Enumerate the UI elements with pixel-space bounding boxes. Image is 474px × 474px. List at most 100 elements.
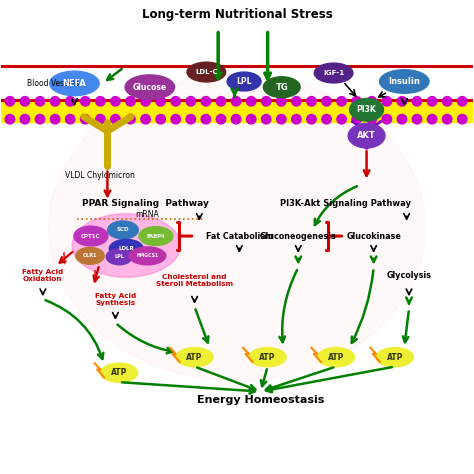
Ellipse shape [156,97,165,106]
Ellipse shape [307,97,316,106]
Text: Blood Vessels: Blood Vessels [27,79,79,88]
Text: ATP: ATP [111,368,128,377]
Ellipse shape [457,115,467,124]
Ellipse shape [246,97,256,106]
Text: OLR1: OLR1 [83,253,97,258]
Ellipse shape [50,71,99,96]
Ellipse shape [126,115,135,124]
Ellipse shape [442,115,452,124]
Ellipse shape [81,115,90,124]
Ellipse shape [5,97,15,106]
Text: Fat Catabolism: Fat Catabolism [206,232,273,241]
Ellipse shape [380,70,429,93]
Ellipse shape [36,115,45,124]
Ellipse shape [367,97,376,106]
Ellipse shape [277,97,286,106]
Ellipse shape [216,115,226,124]
Ellipse shape [139,227,173,246]
Ellipse shape [352,115,361,124]
Ellipse shape [397,115,407,124]
Ellipse shape [76,247,104,264]
Ellipse shape [176,348,213,366]
Text: PPAR Signaling  Pathway: PPAR Signaling Pathway [82,199,209,208]
Text: mRNA: mRNA [136,210,159,219]
Ellipse shape [350,99,383,121]
Text: ATP: ATP [387,353,403,362]
Ellipse shape [227,72,261,91]
Ellipse shape [101,363,137,382]
Ellipse shape [171,115,181,124]
Ellipse shape [74,226,108,246]
Text: Glucose: Glucose [133,82,167,91]
Ellipse shape [412,97,422,106]
Ellipse shape [382,115,392,124]
Text: TG: TG [275,82,288,91]
Text: Long-term Nutritional Stress: Long-term Nutritional Stress [142,8,332,21]
Ellipse shape [292,97,301,106]
Bar [1,100,473,121]
Ellipse shape [367,115,376,124]
Ellipse shape [50,97,60,106]
Text: FABP4: FABP4 [146,234,165,238]
Ellipse shape [376,348,413,366]
Ellipse shape [337,97,346,106]
Ellipse shape [126,97,135,106]
Text: Glucokinase: Glucokinase [346,232,401,241]
Ellipse shape [337,115,346,124]
Text: ATP: ATP [328,353,344,362]
Text: LPL: LPL [114,254,124,259]
Ellipse shape [111,97,120,106]
Text: /: / [91,268,100,283]
Text: Gluconeogenesis: Gluconeogenesis [260,232,337,241]
Ellipse shape [96,97,105,106]
Ellipse shape [216,97,226,106]
Ellipse shape [231,115,241,124]
Text: LPL: LPL [237,77,252,86]
Ellipse shape [322,97,331,106]
Ellipse shape [201,115,210,124]
Ellipse shape [108,221,138,239]
Ellipse shape [96,115,105,124]
Text: PI3K-Akt Signaling Pathway: PI3K-Akt Signaling Pathway [280,199,411,208]
Ellipse shape [141,115,150,124]
Ellipse shape [81,97,90,106]
Ellipse shape [20,115,30,124]
Text: AKT: AKT [357,131,376,140]
Text: Fatty Acid
Synthesis: Fatty Acid Synthesis [95,293,136,306]
Ellipse shape [397,97,407,106]
Ellipse shape [277,115,286,124]
Ellipse shape [20,97,30,106]
Ellipse shape [48,74,426,381]
Ellipse shape [307,115,316,124]
Text: ATP: ATP [186,353,203,362]
Ellipse shape [249,348,286,366]
Ellipse shape [72,214,181,277]
Ellipse shape [322,115,331,124]
Text: /: / [59,251,69,265]
Ellipse shape [125,75,174,100]
Ellipse shape [65,97,75,106]
Ellipse shape [156,115,165,124]
Ellipse shape [428,115,437,124]
Ellipse shape [318,348,355,366]
Text: VLDL Chylomicron: VLDL Chylomicron [65,171,135,180]
Ellipse shape [231,97,241,106]
Ellipse shape [428,97,437,106]
Text: LDL-C: LDL-C [195,69,218,75]
Ellipse shape [382,97,392,106]
Ellipse shape [457,97,467,106]
Text: NEFA: NEFA [63,79,86,88]
Text: Cholesterol and
Steroil Metabolism: Cholesterol and Steroil Metabolism [156,274,233,287]
Ellipse shape [442,97,452,106]
Ellipse shape [171,97,181,106]
Ellipse shape [141,97,150,106]
Text: Insulin: Insulin [388,77,420,86]
Text: Glycolysis: Glycolysis [386,271,431,280]
Ellipse shape [187,62,226,82]
Text: IGF-1: IGF-1 [323,70,344,76]
Ellipse shape [5,115,15,124]
Ellipse shape [65,115,75,124]
Text: HMGCS1: HMGCS1 [137,253,158,258]
Ellipse shape [201,97,210,106]
Ellipse shape [314,63,353,83]
